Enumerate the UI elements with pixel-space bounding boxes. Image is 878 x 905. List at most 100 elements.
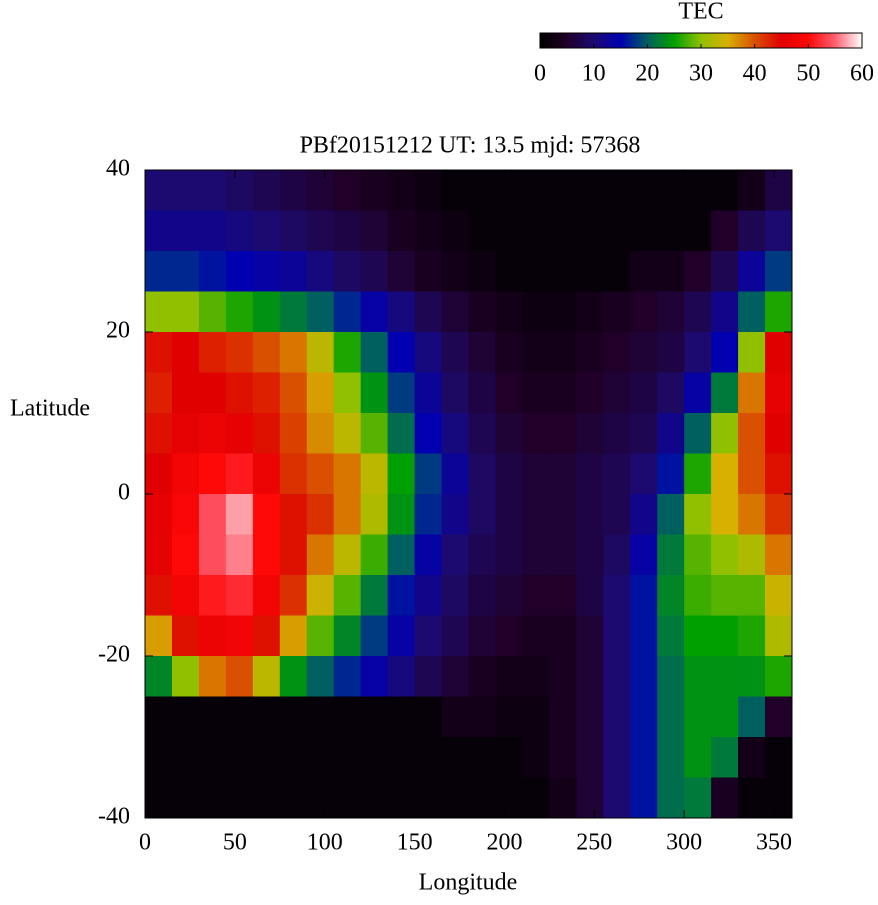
heatmap-cell [468,453,496,495]
heatmap-cell [576,777,604,819]
heatmap-cell [171,372,200,414]
heatmap-cell [522,615,550,657]
heatmap-cell [387,170,416,211]
heatmap-cell [765,170,793,211]
heatmap-cell [765,737,793,778]
heatmap-cell [468,656,496,697]
heatmap-cell [306,210,335,252]
heatmap-cell [684,575,712,616]
heatmap-cell [495,656,523,697]
heatmap-cell [522,656,550,697]
heatmap-cell [576,534,604,576]
x-tick-label: 100 [307,830,343,856]
x-tick-label: 0 [139,830,151,856]
heatmap-cell [414,696,443,738]
heatmap [145,170,793,819]
heatmap-cell [225,575,254,616]
heatmap-cell [198,453,227,495]
heatmap-cell [657,291,685,333]
heatmap-cell [198,291,227,333]
heatmap-cell [306,372,335,414]
heatmap-cell [333,696,362,738]
heatmap-cell [684,453,712,495]
heatmap-cell [630,251,658,292]
heatmap-cell [198,494,227,535]
heatmap-cell [145,251,173,292]
heatmap-cell [306,777,335,819]
heatmap-cell [684,372,712,414]
x-tick-label: 200 [486,830,522,856]
heatmap-cell [333,453,362,495]
heatmap-cell [387,615,416,657]
y-tick-label: 0 [118,480,130,506]
heatmap-cell [441,332,469,373]
heatmap-cell [522,453,550,495]
heatmap-cell [603,534,631,576]
heatmap-cell [765,332,793,373]
heatmap-cell [630,656,658,697]
heatmap-cell [171,777,200,819]
heatmap-cell [252,170,281,211]
heatmap-cell [657,777,685,819]
heatmap-cell [306,291,335,333]
heatmap-cell [441,413,469,454]
heatmap-cell [738,534,766,576]
heatmap-cell [576,291,604,333]
heatmap-cell [414,534,443,576]
heatmap-cell [522,413,550,454]
heatmap-cell [360,170,389,211]
heatmap-cell [630,737,658,778]
heatmap-cell [306,696,335,738]
heatmap-cell [145,494,173,535]
heatmap-cell [306,170,335,211]
heatmap-cell [171,615,200,657]
heatmap-cell [225,656,254,697]
heatmap-cell [522,291,550,333]
heatmap-cell [657,494,685,535]
heatmap-cell [279,656,308,697]
heatmap-cell [522,332,550,373]
heatmap-cell [522,777,550,819]
heatmap-cell [360,696,389,738]
heatmap-cell [495,494,523,535]
heatmap-cell [360,372,389,414]
heatmap-cell [198,656,227,697]
heatmap-cell [657,737,685,778]
heatmap-cell [684,534,712,576]
heatmap-cell [603,332,631,373]
heatmap-cell [145,696,173,738]
heatmap-cell [414,777,443,819]
heatmap-cell [711,413,739,454]
heatmap-cell [333,656,362,697]
heatmap-cell [711,372,739,414]
x-tick-label: 250 [576,830,612,856]
heatmap-cell [630,575,658,616]
heatmap-cell [414,656,443,697]
heatmap-cell [333,372,362,414]
heatmap-cell [549,332,577,373]
heatmap-cell [765,372,793,414]
heatmap-cell [603,170,631,211]
heatmap-cell [576,210,604,252]
heatmap-cell [603,737,631,778]
y-tick-label: 40 [106,156,130,182]
heatmap-cell [145,656,173,697]
heatmap-cell [252,696,281,738]
heatmap-cell [145,170,173,211]
heatmap-cell [576,170,604,211]
x-tick-label: 50 [223,830,247,856]
heatmap-cell [684,656,712,697]
heatmap-cell [387,332,416,373]
heatmap-cell [279,696,308,738]
heatmap-cell [765,210,793,252]
heatmap-cell [549,413,577,454]
heatmap-cell [711,170,739,211]
heatmap-cell [225,291,254,333]
heatmap-cell [603,372,631,414]
heatmap-cell [306,615,335,657]
heatmap-cell [360,656,389,697]
heatmap-cell [549,696,577,738]
heatmap-cell [576,737,604,778]
heatmap-cell [198,251,227,292]
